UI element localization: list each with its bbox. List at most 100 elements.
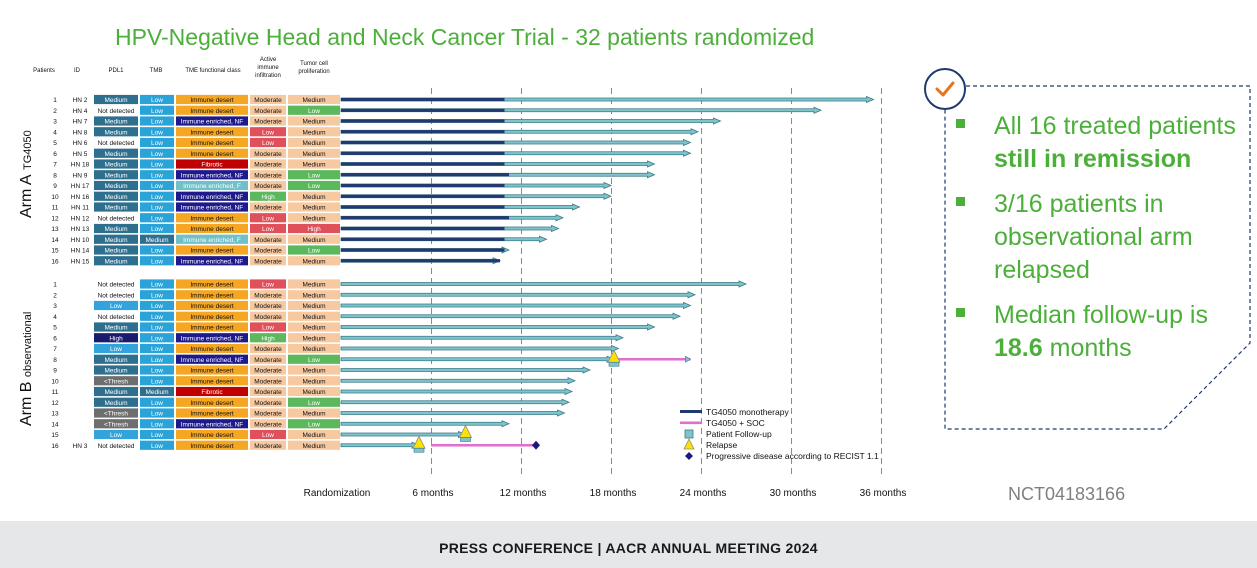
arm-b-patient-number: 4	[53, 314, 57, 321]
arm-b-patient-number: 6	[53, 335, 57, 342]
cell-prolif	[288, 290, 340, 300]
cell-pdl1	[94, 322, 138, 332]
cell-immune-label: Low	[262, 129, 274, 136]
cell-immune	[250, 322, 286, 332]
cell-tme	[176, 170, 248, 180]
cell-immune	[250, 191, 286, 201]
cell-prolif	[288, 148, 340, 158]
legend-followup-swatch	[684, 429, 694, 439]
cell-immune-label: Low	[262, 432, 274, 439]
bullet-text: All 16 treated patients	[994, 112, 1236, 140]
cell-tme-label: Immune desert	[190, 292, 234, 299]
cell-tmb-label: Low	[151, 248, 163, 255]
cell-prolif-label: Medium	[302, 314, 325, 321]
header-immune: Active	[260, 57, 277, 63]
header-prolif: proliferation	[298, 69, 329, 75]
cell-tmb	[140, 159, 174, 169]
cell-immune-label: Moderate	[254, 357, 282, 364]
cell-pdl1-label: Not detected	[98, 108, 135, 115]
cell-tmb	[140, 170, 174, 180]
cell-tme	[176, 279, 248, 289]
cell-tmb	[140, 408, 174, 418]
cell-tmb-label: Medium	[145, 237, 168, 244]
cell-tme	[176, 290, 248, 300]
cell-prolif-label: Medium	[302, 129, 325, 136]
cell-immune	[250, 290, 286, 300]
cell-prolif-label: Medium	[302, 194, 325, 201]
cell-immune-label: Moderate	[254, 292, 282, 299]
relapse-marker	[458, 424, 473, 438]
therapy-bar	[341, 237, 505, 241]
cell-prolif	[288, 440, 340, 450]
cell-prolif	[288, 386, 340, 397]
therapy-bar	[341, 108, 505, 112]
cell-tme	[176, 397, 248, 407]
x-tick-label: 24 months	[680, 488, 727, 499]
cell-pdl1-label: Medium	[104, 151, 127, 158]
cell-prolif-label: Medium	[302, 258, 325, 265]
cell-tme	[176, 127, 248, 137]
cell-pdl1-label: Low	[110, 303, 122, 310]
swimmer-chart: Patients ID PDL1 TMB TME functional class Act…	[33, 57, 907, 499]
cell-prolif	[288, 376, 340, 386]
cell-tmb-label: Low	[151, 108, 163, 115]
cell-pdl1	[94, 191, 138, 201]
cell-pdl1-label: Medium	[104, 119, 127, 126]
cell-immune	[250, 429, 286, 440]
cell-tme	[176, 148, 248, 158]
cell-tmb	[140, 365, 174, 375]
cell-pdl1	[94, 333, 138, 343]
cell-pdl1	[94, 223, 138, 234]
arm-b-patient-number: 10	[51, 378, 59, 385]
cell-tme-label: Immune enriched, NF	[181, 172, 244, 179]
cell-tmb	[140, 429, 174, 440]
arm-a-patient-id: HN 11	[71, 205, 89, 212]
followup-bar	[340, 377, 577, 385]
cell-immune	[250, 180, 286, 191]
bullet-square-icon	[956, 308, 965, 317]
arm-b-patient-number: 15	[51, 432, 59, 439]
cell-tmb-label: Low	[151, 378, 163, 385]
cell-prolif	[288, 256, 340, 266]
legend-pd-icon	[685, 452, 693, 460]
cell-immune-label: Moderate	[254, 421, 282, 428]
bullet-bold-text: still in remission	[994, 145, 1192, 173]
cell-immune-label: Moderate	[254, 162, 282, 169]
arm-a-patient-id: HN 16	[71, 194, 90, 201]
legend-label: TG4050 + SOC	[706, 418, 765, 428]
cell-immune	[250, 386, 286, 397]
cell-tme	[176, 105, 248, 115]
cell-prolif-label: Medium	[302, 237, 325, 244]
cell-immune	[250, 213, 286, 223]
arm-b-patient-number: 3	[53, 303, 57, 310]
arm-a-patient-id: HN 12	[71, 215, 90, 222]
cell-pdl1-label: Medium	[104, 237, 127, 244]
cell-tme	[176, 245, 248, 255]
cell-tmb-label: Low	[151, 194, 163, 201]
arm-a-label-small: TG4050	[22, 130, 34, 170]
cell-pdl1-label: Medium	[104, 368, 127, 375]
cell-immune-label: Moderate	[254, 237, 282, 244]
arm-a-patient-number: 8	[53, 172, 57, 179]
x-tick-label: 36 months	[860, 488, 907, 499]
cell-pdl1-label: Medium	[104, 172, 127, 179]
legend-therapy-swatch	[680, 410, 702, 413]
cell-tme	[176, 440, 248, 450]
cell-tme-label: Immune enriched, NF	[181, 335, 244, 342]
followup-bar	[340, 280, 748, 288]
cell-pdl1-label: Medium	[104, 325, 127, 332]
cell-pdl1-label: Not detected	[98, 292, 135, 299]
cell-pdl1-label: Medium	[104, 248, 127, 255]
arm-a-patient-id: HN 17	[71, 183, 90, 190]
followup-bar	[340, 323, 656, 331]
cell-prolif-label: Medium	[302, 411, 325, 418]
arm-b-patient-number: 9	[53, 368, 57, 375]
cell-immune	[250, 408, 286, 418]
cell-pdl1	[94, 354, 138, 364]
cell-prolif	[288, 116, 340, 126]
arm-a-patient-number: 16	[51, 258, 59, 265]
cell-tme-label: Immune desert	[190, 151, 234, 158]
cell-prolif-label: Medium	[302, 325, 325, 332]
header-prolif: Tumor cell	[300, 61, 328, 67]
cell-prolif-label: Medium	[302, 378, 325, 385]
